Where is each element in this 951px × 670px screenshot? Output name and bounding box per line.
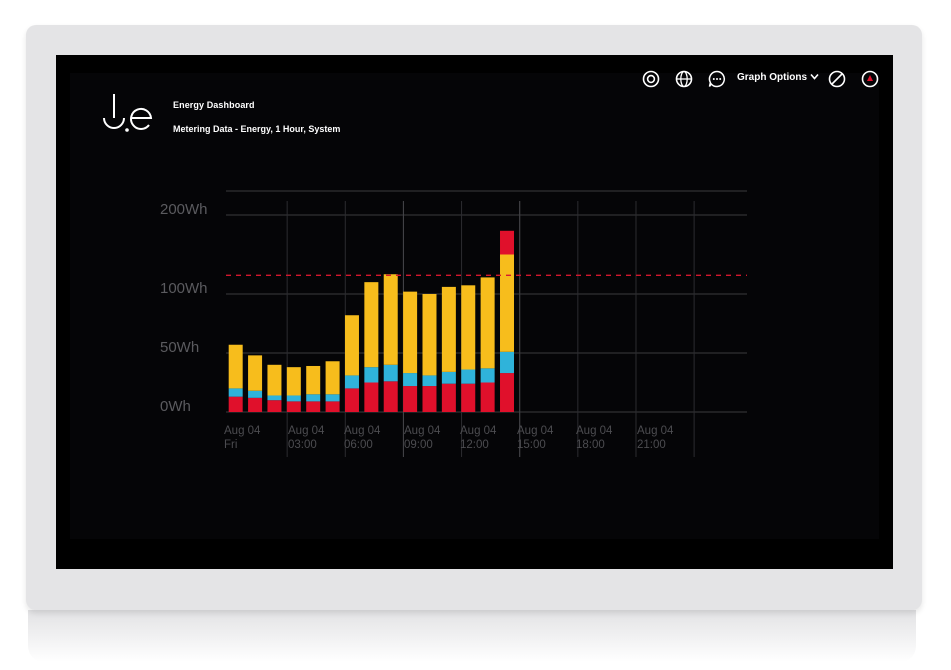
bar-segment (248, 355, 263, 391)
bar-segment (422, 386, 437, 412)
bar-segment (228, 396, 243, 412)
bar-segment (461, 369, 476, 384)
bar-segment (383, 364, 398, 382)
bar-segment (500, 351, 515, 374)
bar-segment (364, 382, 379, 412)
chat-bubble-icon[interactable] (708, 70, 726, 88)
x-tick-sublabel: 18:00 (576, 439, 605, 451)
bar-segment (306, 401, 321, 412)
x-tick-label: Aug 04 (517, 425, 554, 437)
x-tick-label: Aug 04 (224, 425, 261, 437)
bar-segment (422, 375, 437, 387)
x-tick-label: Aug 04 (576, 425, 613, 437)
dashboard-screen: Energy Dashboard Metering Data - Energy,… (56, 55, 893, 569)
bar-segment (344, 315, 359, 376)
bar-segment (344, 375, 359, 389)
dashboard-panel: Energy Dashboard Metering Data - Energy,… (70, 73, 879, 539)
bar-segment (461, 383, 476, 412)
bar-segment (248, 397, 263, 412)
bar-segment (441, 371, 456, 384)
bar-segment (461, 285, 476, 370)
y-tick-label: 50Wh (160, 339, 199, 356)
bar-segment (441, 383, 456, 412)
bar-segment (306, 394, 321, 402)
y-tick-label: 200Wh (160, 201, 208, 218)
x-tick-label: Aug 04 (637, 425, 674, 437)
bar-segment (228, 344, 243, 389)
bar-segment (383, 381, 398, 412)
bar-segment (286, 401, 301, 412)
y-tick-label: 0Wh (160, 398, 191, 415)
be-logo (103, 94, 153, 132)
target-icon[interactable] (642, 70, 660, 88)
bar-segment (267, 400, 282, 412)
graph-options-menu[interactable]: Graph Options (737, 72, 819, 83)
x-tick-sublabel: 06:00 (344, 439, 373, 451)
x-tick-sublabel: 03:00 (288, 439, 317, 451)
energy-bar-chart: 0Wh 50Wh 100Wh 200Wh Aug 04 Fri Aug 04 03:00 Aug… (160, 190, 747, 457)
bar-segment (500, 373, 515, 412)
x-tick-label: Aug 04 (344, 425, 381, 437)
bar-segment (422, 294, 437, 376)
bar-segment (364, 282, 379, 368)
x-tick-sublabel: 12:00 (460, 439, 489, 451)
bar-segment (286, 395, 301, 402)
y-tick-label: 100Wh (160, 280, 208, 297)
bar-segment (480, 382, 495, 412)
bar-segment (306, 365, 321, 395)
x-tick-label: Aug 04 (404, 425, 441, 437)
bar-segment (286, 367, 301, 396)
bar-segment (403, 373, 418, 387)
bar-segment (344, 388, 359, 412)
graph-options-label: Graph Options (737, 72, 807, 84)
x-tick-label: Aug 04 (288, 425, 325, 437)
power-icon[interactable] (861, 70, 879, 88)
bar-segment (267, 364, 282, 396)
x-tick-sublabel: 21:00 (637, 439, 666, 451)
bar-segment (325, 401, 340, 412)
x-tick-sublabel: 09:00 (404, 439, 433, 451)
device-shadow (28, 610, 916, 662)
x-tick-label: Aug 04 (460, 425, 497, 437)
x-tick-sublabel: 15:00 (517, 439, 546, 451)
chevron-down-icon (810, 72, 819, 83)
no-entry-icon[interactable] (828, 70, 846, 88)
x-tick-sublabel: Fri (224, 439, 237, 451)
bar-segment (228, 388, 243, 397)
bar-segment (403, 386, 418, 412)
page-subtitle: Metering Data - Energy, 1 Hour, System (173, 124, 341, 134)
bar-segment (383, 274, 398, 365)
bar-segment (364, 367, 379, 383)
bar-segment (325, 361, 340, 395)
bar-segment (441, 286, 456, 372)
bar-segment (325, 394, 340, 402)
toolbar: Graph Options (56, 55, 893, 95)
bar-segment (248, 390, 263, 398)
globe-icon[interactable] (675, 70, 693, 88)
bar-segment (500, 254, 515, 352)
bar-segment (500, 230, 515, 255)
bar-segment (267, 395, 282, 401)
bar-segment (480, 277, 495, 369)
page-title: Energy Dashboard (173, 100, 255, 110)
bar-segment (480, 368, 495, 383)
bar-segment (403, 291, 418, 374)
